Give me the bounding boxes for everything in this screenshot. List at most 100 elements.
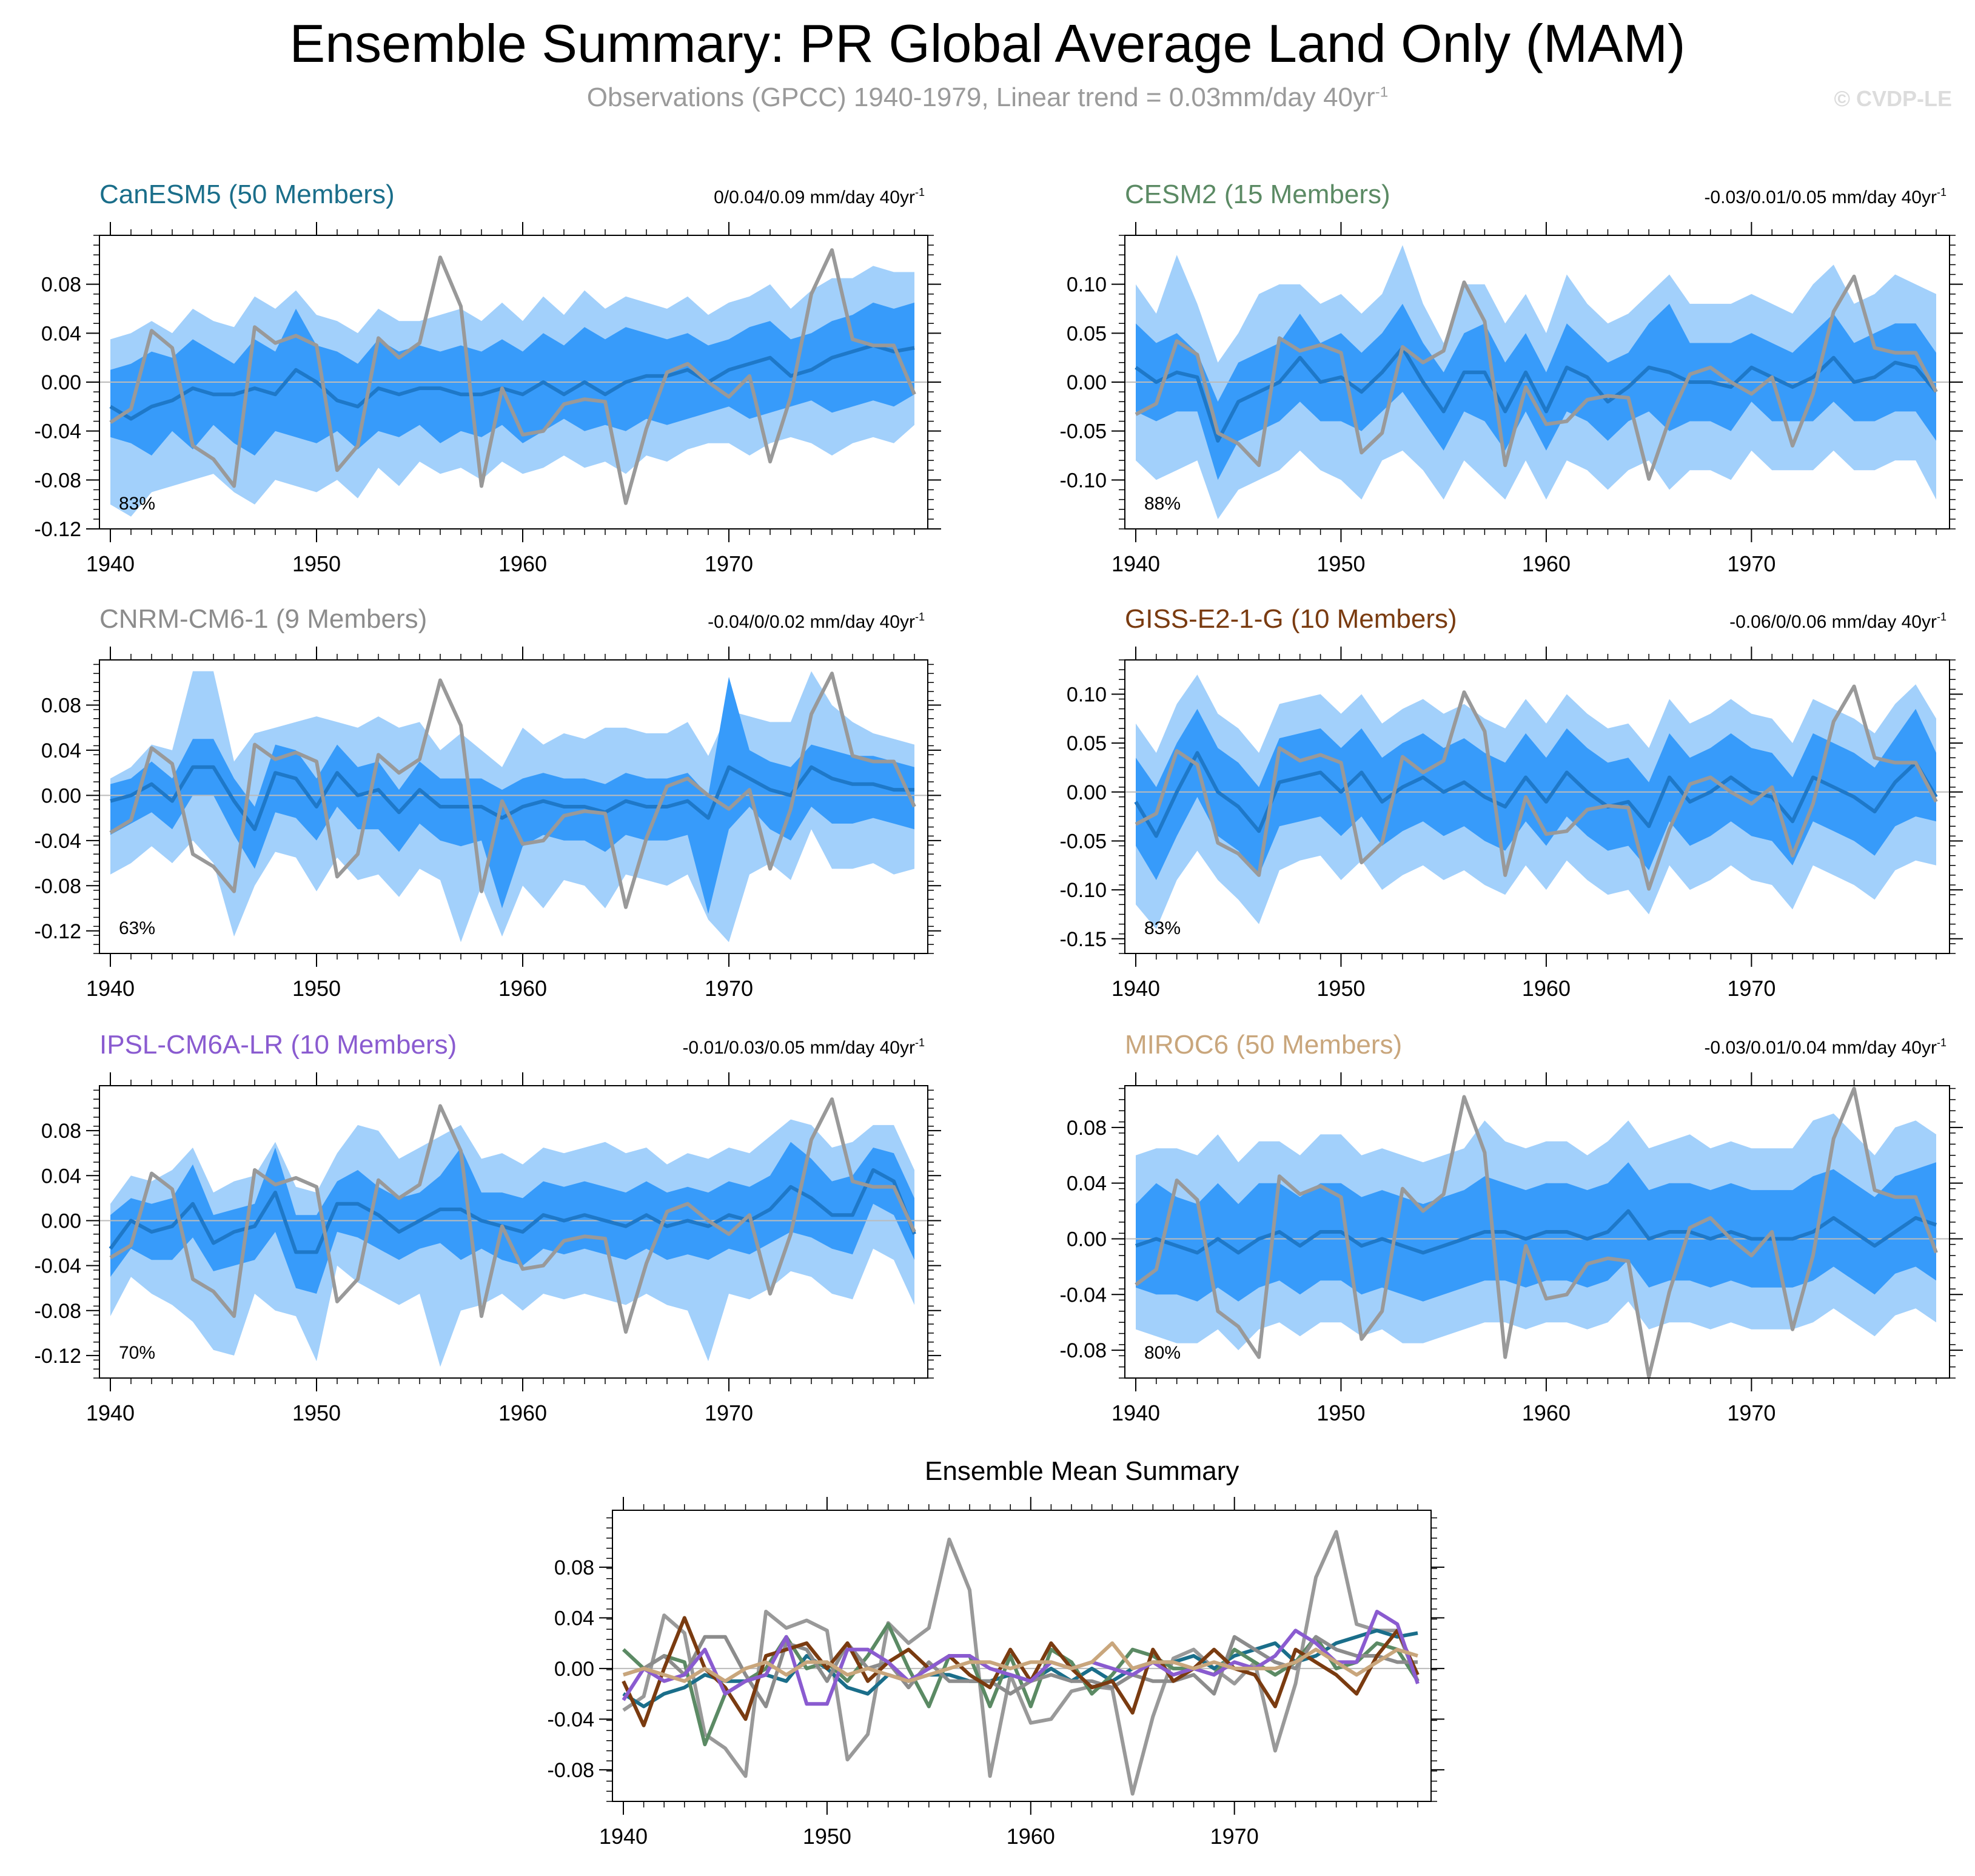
plot-area [612,1530,1431,1796]
y-tick-label: 0.08 [554,1556,594,1579]
y-tick-label: -0.04 [1060,1283,1107,1306]
y-tick-label: -0.10 [1060,469,1107,492]
ensemble-mean-line [1135,346,1938,443]
x-tick-label: 1960 [1522,1400,1571,1425]
plot-area [99,1097,928,1367]
chart-panel-3: CNRM-CM6-1 (9 Members) -0.04/0/0.02 mm/da… [35,604,941,1001]
y-tick-label: -0.04 [35,420,82,443]
x-tick-label: 1950 [292,1400,341,1425]
x-tick-label: 1960 [1007,1824,1055,1849]
y-tick-label: 0.00 [554,1658,594,1681]
x-tick-label: 1970 [1727,976,1775,1001]
series-line [622,1610,1420,1706]
y-tick-label: -0.08 [548,1759,595,1782]
x-tick-label: 1950 [292,976,341,1001]
x-tick-label: 1970 [705,976,753,1001]
y-tick-label: 0.08 [41,1120,81,1143]
y-tick-label: 0.08 [1067,1117,1107,1140]
y-tick-label: -0.04 [548,1708,595,1731]
y-tick-label: 0.08 [41,274,81,297]
y-tick-label: -0.05 [1060,830,1107,853]
observations-line [1135,274,1938,481]
observations-line [109,1097,916,1334]
subtitle-superscript: -1 [1375,84,1389,101]
panel-title: CESM2 (15 Members) [1125,180,1390,209]
trend-text: -0.01/0.03/0.05 mm/day 40yr [682,1038,915,1058]
plot-frame [99,1085,928,1379]
panel-title: IPSL-CM6A-LR (10 Members) [99,1030,457,1060]
x-tick-label: 1970 [1727,1400,1775,1425]
page-subtitle: Observations (GPCC) 1940-1979, Linear tr… [0,82,1975,113]
trend-superscript: -1 [1937,611,1946,623]
x-tick-label: 1940 [1112,1400,1160,1425]
y-tick-label: 0.10 [1067,683,1107,706]
x-tick-label: 1950 [292,551,341,576]
plot-frame [99,659,928,954]
subtitle-text: Observations (GPCC) 1940-1979, Linear tr… [586,82,1375,112]
x-tick-label: 1950 [1316,976,1365,1001]
y-tick-label: 0.04 [554,1607,594,1630]
y-tick-label: 0.00 [1067,1228,1107,1251]
y-tick-label: -0.12 [35,920,82,943]
x-tick-label: 1950 [803,1824,851,1849]
panel-title: CNRM-CM6-1 (9 Members) [99,604,427,634]
y-tick-label: 0.00 [41,371,81,394]
chart-panel-7: Ensemble Mean Summary -0.08 -0.04 0.00 0.04 0… [548,1456,1444,1849]
x-tick-label: 1940 [86,976,135,1001]
plot-area [1125,1086,1950,1378]
plot-area [99,671,928,943]
y-tick-label: -0.08 [1060,1339,1107,1362]
y-tick-label: -0.08 [35,875,82,898]
inner-spread-band [110,302,914,456]
percent-label: 88% [1144,494,1181,514]
trend-superscript: -1 [1937,186,1946,198]
ensemble-mean-line [1135,1209,1937,1255]
x-tick-label: 1940 [1112,551,1160,576]
x-tick-label: 1970 [705,551,753,576]
series-line [623,1641,1418,1683]
trend-superscript: -1 [915,1037,925,1049]
y-tick-label: -0.05 [1060,420,1107,443]
trend-text: -0.03/0.01/0.04 mm/day 40yr [1704,1038,1937,1058]
y-tick-label: -0.08 [35,1300,82,1323]
plot-frame [612,1510,1432,1802]
plot-area [1125,674,1950,929]
trend-superscript: -1 [1937,1037,1946,1049]
percent-label: 83% [1144,918,1181,938]
trend-superscript: -1 [915,186,925,198]
panel-title: MIROC6 (50 Members) [1125,1030,1402,1060]
ensemble-mean-line [109,1168,916,1254]
y-tick-label: 0.04 [41,322,81,345]
y-tick-label: 0.08 [41,694,81,717]
x-tick-label: 1960 [498,976,547,1001]
x-tick-label: 1960 [498,1400,547,1425]
y-tick-label: 0.00 [41,784,81,807]
chart-panel-4: GISS-E2-1-G (10 Members) -0.06/0/0.06 mm/… [1060,604,1963,1001]
percent-label: 83% [119,494,155,514]
y-tick-label: -0.04 [35,830,82,853]
plot-area [1125,245,1950,519]
y-tick-label: -0.08 [35,469,82,492]
y-tick-label: 0.10 [1067,274,1107,297]
inner-spread-band [110,1141,914,1294]
x-tick-label: 1970 [705,1400,753,1425]
y-tick-label: 0.00 [1067,371,1107,394]
trend-label: -0.03/0.01/0.05 mm/day 40yr-1 [1704,186,1946,207]
y-tick-label: -0.12 [35,518,82,541]
percent-label: 80% [1144,1343,1181,1363]
inner-spread-band [1136,708,1936,880]
x-tick-label: 1950 [1316,1400,1365,1425]
x-tick-label: 1970 [1727,551,1775,576]
x-tick-label: 1960 [498,551,547,576]
x-tick-label: 1940 [86,1400,135,1425]
plot-frame [1124,1085,1950,1379]
page-title: Ensemble Summary: PR Global Average Land… [289,13,1686,73]
trend-superscript: -1 [915,611,925,623]
x-tick-label: 1960 [1522,551,1571,576]
observations-line [109,248,916,505]
trend-label: -0.01/0.03/0.05 mm/day 40yr-1 [682,1037,925,1058]
chart-panel-6: MIROC6 (50 Members) -0.03/0.01/0.04 mm/da… [1060,1030,1963,1425]
trend-text: -0.04/0/0.02 mm/day 40yr [708,612,915,632]
trend-label: 0/0.04/0.09 mm/day 40yr-1 [714,186,925,207]
